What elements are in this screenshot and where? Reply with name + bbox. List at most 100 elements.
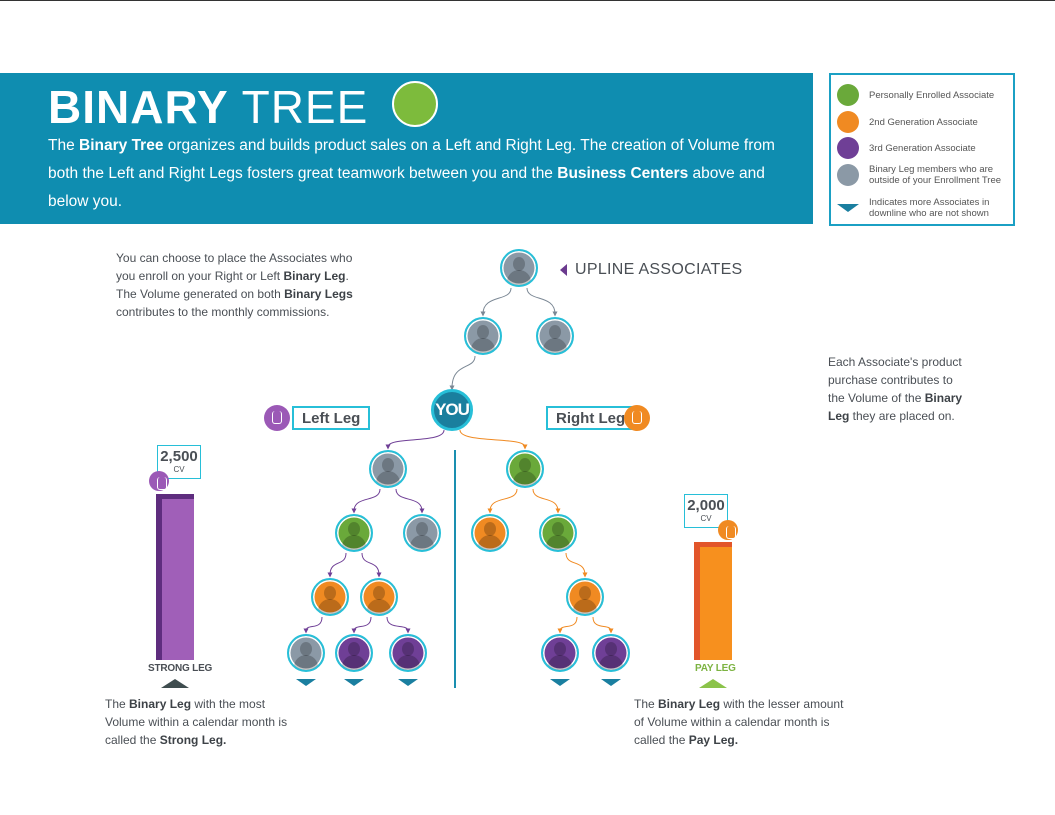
- right-leg-node-orange[interactable]: [471, 514, 509, 552]
- right-leg-label: Right Leg: [546, 406, 636, 430]
- left-leg-node-gray[interactable]: [369, 450, 407, 488]
- connector-arrow: [459, 429, 528, 450]
- left-leg-node-green[interactable]: [335, 514, 373, 552]
- legend-item-gray: Binary Leg members who are outside of yo…: [837, 164, 1009, 186]
- person-body-icon: [546, 535, 570, 550]
- gray-associate-icon: [837, 164, 859, 186]
- more-downline-triangle-icon: [344, 679, 364, 686]
- right-leg-node-purple[interactable]: [541, 634, 579, 672]
- connector-arrow: [386, 616, 411, 634]
- upline-node-gray[interactable]: [536, 317, 574, 355]
- connector-arrow: [532, 488, 561, 514]
- person-body-icon: [573, 599, 597, 614]
- person-body-icon: [318, 599, 342, 614]
- page-title: BINARY TREE: [48, 80, 368, 134]
- upline-associates-label: UPLINE ASSOCIATES: [560, 261, 743, 279]
- strong-cv-value: 2,500: [160, 448, 198, 465]
- person-head-icon: [554, 642, 566, 656]
- you-node[interactable]: YOU: [431, 389, 473, 431]
- right-leg-icon: [624, 405, 650, 431]
- right-leg-node-green[interactable]: [539, 514, 577, 552]
- leg-divider: [454, 450, 456, 688]
- person-head-icon: [513, 257, 525, 271]
- legend-item-green: Personally Enrolled Associate: [837, 84, 1009, 106]
- person-body-icon: [396, 655, 420, 670]
- left-leg-node-gray[interactable]: [287, 634, 325, 672]
- person-body-icon: [478, 535, 502, 550]
- pay-leg-note: The Binary Leg with the lesser amount of…: [634, 697, 844, 747]
- person-head-icon: [373, 586, 385, 600]
- connector-arrow: [449, 355, 476, 391]
- more-downline-triangle-icon: [837, 204, 859, 212]
- right-leg-node-orange[interactable]: [566, 578, 604, 616]
- person-head-icon: [402, 642, 414, 656]
- pay-cv-unit: CV: [700, 514, 712, 523]
- connector-arrow: [395, 488, 425, 514]
- strong-leg-name: STRONG LEG: [148, 663, 213, 674]
- strong-cv-unit: CV: [173, 465, 185, 474]
- connector-arrow: [327, 552, 347, 578]
- intro-part: Business Centers: [557, 165, 689, 182]
- person-body-icon: [410, 535, 434, 550]
- legend-label: Personally Enrolled Associate: [869, 89, 995, 101]
- arrow-left-icon: [560, 263, 567, 276]
- person-head-icon: [416, 522, 428, 536]
- more-downline-triangle-icon: [398, 679, 418, 686]
- more-downline-triangle-icon: [550, 679, 570, 686]
- left-leg-node-purple[interactable]: [389, 634, 427, 672]
- intro-text: The Binary Tree organizes and builds pro…: [48, 132, 808, 216]
- left-leg-node-purple[interactable]: [335, 634, 373, 672]
- legend-label: 3rd Generation Associate: [869, 142, 976, 154]
- connector-arrow: [385, 429, 445, 450]
- strong-leg-bar: [156, 494, 194, 660]
- intro-part: above and below you.: [48, 165, 765, 210]
- strong-leg-marker: [161, 679, 189, 688]
- right-leg-node-green[interactable]: [506, 450, 544, 488]
- person-head-icon: [579, 586, 591, 600]
- purchase-note: Each Associate's product purchase contri…: [828, 355, 963, 423]
- person-body-icon: [507, 270, 531, 285]
- left-leg-node-gray[interactable]: [403, 514, 441, 552]
- left-leg-label: Left Leg: [292, 406, 371, 430]
- left-leg-node-orange[interactable]: [311, 578, 349, 616]
- connector-arrow: [351, 616, 372, 634]
- person-body-icon: [513, 471, 537, 486]
- legend-item-orange: 2nd Generation Associate: [837, 111, 1009, 133]
- upline-node-gray[interactable]: [464, 317, 502, 355]
- person-body-icon: [548, 655, 572, 670]
- connector-arrow: [351, 488, 381, 514]
- connector-arrow: [565, 552, 588, 578]
- person-body-icon: [543, 338, 567, 353]
- right-leg-node-purple[interactable]: [592, 634, 630, 672]
- intro-part: organizes and builds product sales on a …: [48, 137, 775, 182]
- pay-leg-icon: [718, 520, 738, 540]
- connector-arrow: [557, 616, 578, 634]
- intro-part: The: [48, 137, 80, 154]
- person-body-icon: [376, 471, 400, 486]
- title-bold: BINARY: [48, 81, 229, 133]
- title-light: TREE: [241, 81, 369, 133]
- person-head-icon: [484, 522, 496, 536]
- person-head-icon: [300, 642, 312, 656]
- person-head-icon: [382, 458, 394, 472]
- intro-part: Binary Tree: [79, 137, 164, 154]
- binary-tree-logo-icon: [392, 81, 438, 127]
- green-associate-icon: [837, 84, 859, 106]
- left-leg-node-orange[interactable]: [360, 578, 398, 616]
- person-body-icon: [294, 655, 318, 670]
- strong-leg-note: The Binary Leg with the most Volume with…: [105, 697, 288, 747]
- pay-leg-name: PAY LEG: [695, 663, 736, 674]
- upline-node-gray[interactable]: [500, 249, 538, 287]
- person-head-icon: [519, 458, 531, 472]
- legend: Personally Enrolled Associate 2nd Generat…: [829, 73, 1015, 226]
- legend-item-purple: 3rd Generation Associate: [837, 137, 1009, 159]
- person-head-icon: [552, 522, 564, 536]
- person-body-icon: [367, 599, 391, 614]
- person-head-icon: [549, 325, 561, 339]
- person-head-icon: [477, 325, 489, 339]
- legend-item-triangle: Indicates more Associates in downline wh…: [837, 197, 1009, 219]
- upline-text: UPLINE ASSOCIATES: [575, 261, 743, 278]
- pay-cv-value: 2,000: [687, 497, 725, 514]
- person-body-icon: [599, 655, 623, 670]
